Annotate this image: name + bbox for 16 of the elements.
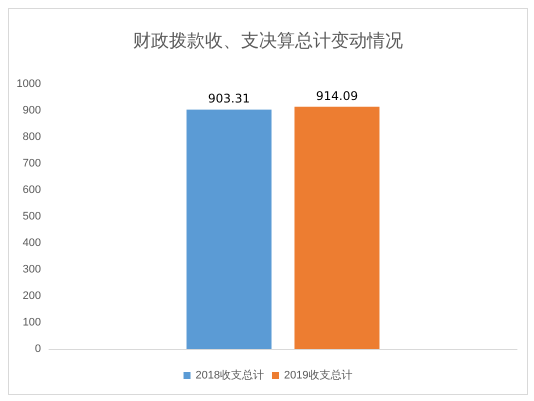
y-tick-label: 800 xyxy=(22,131,41,143)
y-tick-label: 600 xyxy=(22,184,41,196)
y-tick-label: 900 xyxy=(22,104,41,116)
y-tick-label: 200 xyxy=(22,290,41,302)
y-tick-label: 0 xyxy=(34,343,41,355)
data-label: 914.09 xyxy=(316,88,358,103)
y-tick-label: 400 xyxy=(22,237,41,249)
y-tick-label: 100 xyxy=(22,316,41,328)
y-tick-label: 300 xyxy=(22,264,41,276)
y-tick-label: 700 xyxy=(22,158,41,170)
chart-title: 财政拨款收、支决算总计变动情况 xyxy=(133,30,403,52)
y-tick-label: 1000 xyxy=(16,78,41,90)
data-label: 903.31 xyxy=(208,92,250,106)
legend-label: 2018收支总计 xyxy=(196,368,264,382)
legend-label: 2019收支总计 xyxy=(284,368,352,382)
y-tick-label: 500 xyxy=(22,210,41,222)
